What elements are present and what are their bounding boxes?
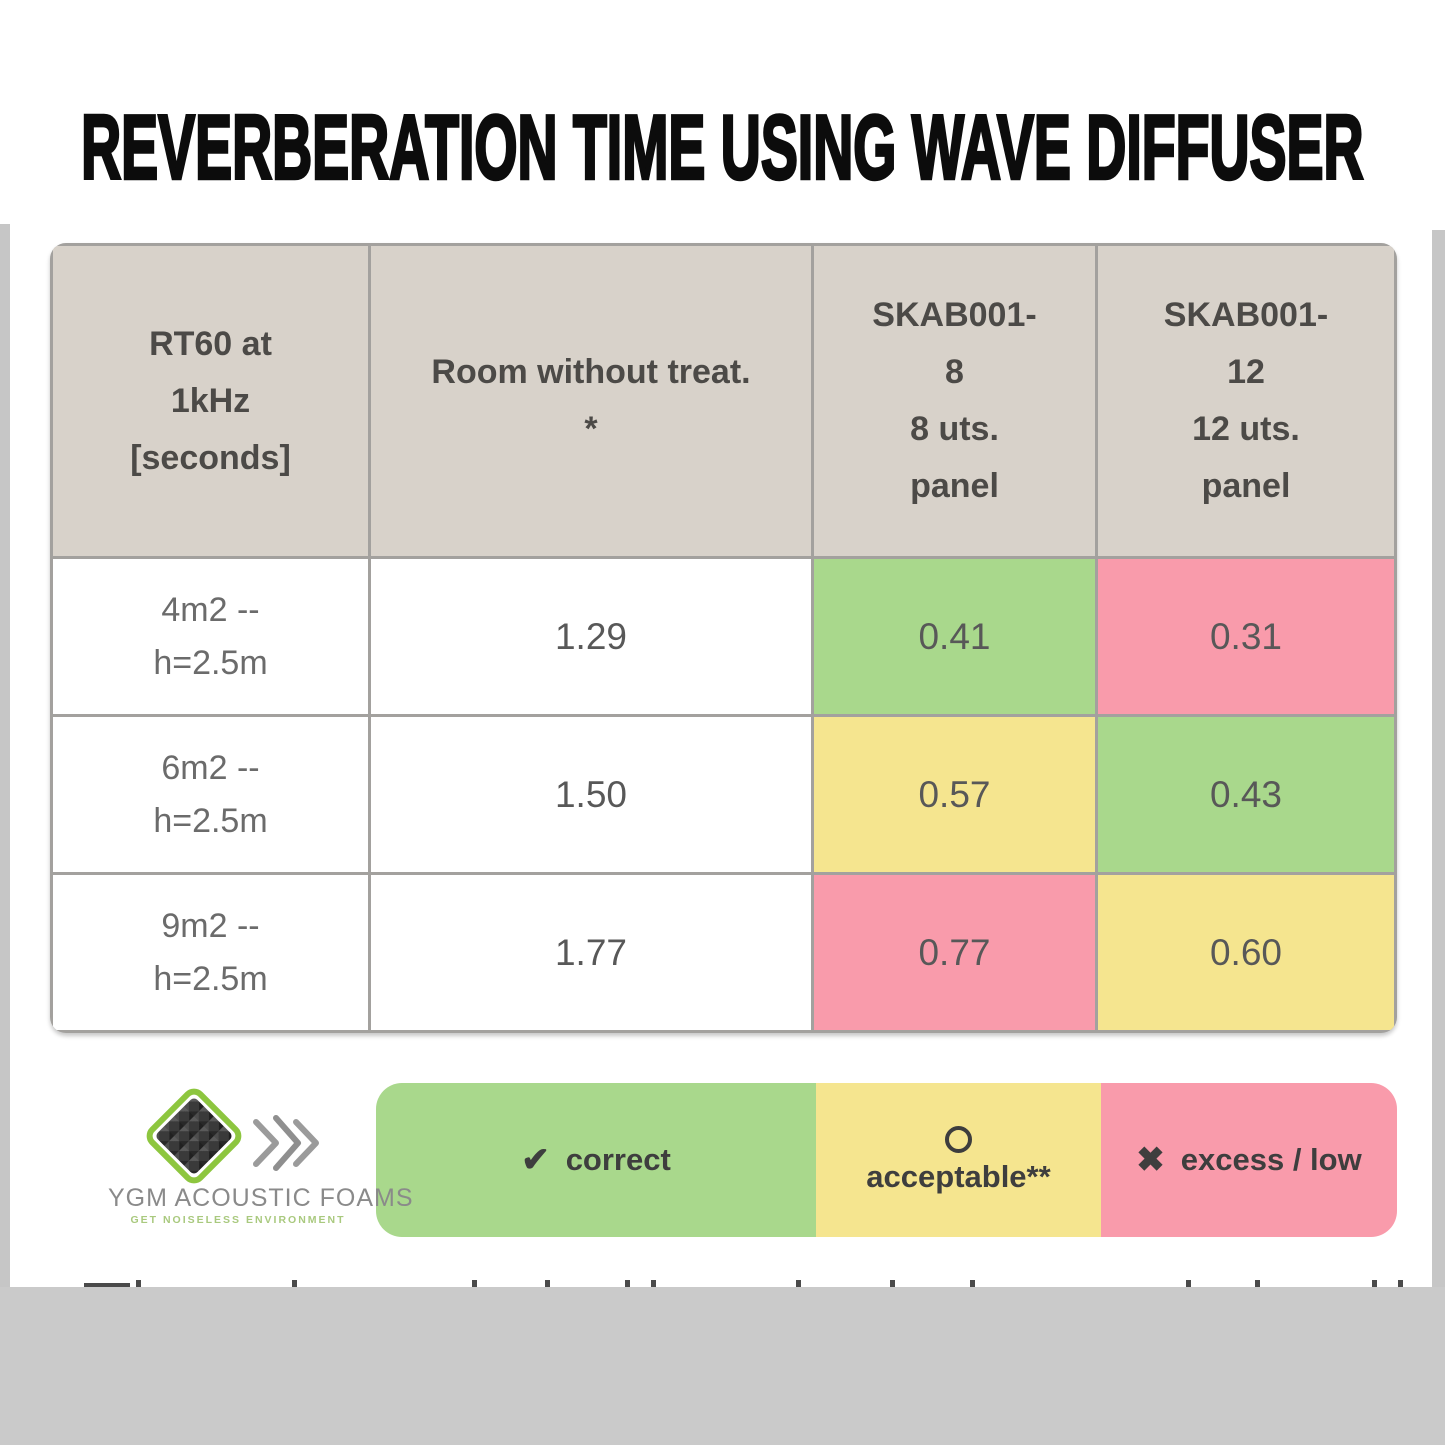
cutoff-text-remnant — [970, 1280, 975, 1287]
header-line: 1kHz — [170, 381, 251, 420]
logo-name: YGM ACOUSTIC FOAMS — [108, 1184, 414, 1212]
header-skab001-8: SKAB001- 8 8 uts. panel — [814, 246, 1095, 556]
legend-excess: ✖ excess / low — [1101, 1083, 1397, 1237]
cell-6m2-skab8: 0.57 — [814, 717, 1095, 872]
cutoff-text-remnant — [1186, 1280, 1191, 1287]
ygm-logo: YGM ACOUSTIC FOAMS GET NOISELESS ENVIRON… — [108, 1072, 414, 1242]
header-skab001-12: SKAB001- 12 12 uts. panel — [1098, 246, 1394, 556]
row-label-line: h=2.5m — [153, 643, 268, 682]
header-line: [seconds] — [130, 438, 291, 477]
acoustic-foam-diamond-icon — [141, 1083, 247, 1189]
chevrons-icon — [253, 1115, 319, 1171]
header-line: Room without treat. — [431, 353, 751, 391]
header-line: panel — [910, 467, 999, 505]
legend-acceptable: acceptable** — [816, 1083, 1101, 1237]
cutoff-text-remnant — [625, 1280, 630, 1287]
check-icon: ✔ — [521, 1141, 550, 1179]
header-room-without-treatment: Room without treat. * — [371, 246, 811, 556]
header-line: * — [584, 410, 598, 448]
header-line: 12 — [1227, 353, 1265, 391]
header-line: 8 uts. — [910, 410, 999, 448]
row-label-line: h=2.5m — [153, 801, 268, 840]
cell-4m2-skab12: 0.31 — [1098, 559, 1394, 714]
cell-9m2-skab12: 0.60 — [1098, 875, 1394, 1030]
circle-icon — [945, 1125, 972, 1153]
header-line: panel — [1201, 467, 1291, 505]
cutoff-text-remnant — [472, 1280, 477, 1287]
cutoff-text-remnant — [1372, 1280, 1377, 1287]
bottom-gray-band — [0, 1287, 1445, 1445]
cutoff-text-remnant — [796, 1280, 801, 1287]
cutoff-text-remnant — [1398, 1280, 1403, 1287]
row-label-line: 6m2 -- — [161, 748, 260, 787]
cell-9m2-untreated: 1.77 — [371, 875, 811, 1030]
row-label-line: 4m2 -- — [161, 590, 260, 629]
legend-acceptable-label: acceptable** — [866, 1158, 1051, 1194]
header-line: 12 uts. — [1192, 410, 1300, 448]
header-line: SKAB001- — [872, 296, 1037, 334]
logo-tagline: GET NOISELESS ENVIRONMENT — [130, 1214, 346, 1226]
header-line: 8 — [945, 353, 964, 391]
cutoff-text-remnant — [136, 1280, 141, 1287]
cell-6m2-skab12: 0.43 — [1098, 717, 1394, 872]
cutoff-text-remnant — [651, 1280, 656, 1287]
cutoff-text-remnant — [1255, 1280, 1260, 1287]
right-edge-strip — [1432, 230, 1445, 1288]
cell-4m2-untreated: 1.29 — [371, 559, 811, 714]
cutoff-text-remnant — [890, 1280, 895, 1287]
reverberation-table: RT60 at 1kHz [seconds] Room without trea… — [50, 243, 1397, 1033]
page-title: REVERBERATION TIME USING WAVE DIFFUSER — [80, 94, 1364, 200]
row-label-9m2: 9m2 -- h=2.5m — [53, 875, 368, 1030]
cutoff-text-remnant — [545, 1280, 550, 1287]
header-line: SKAB001- — [1163, 296, 1329, 334]
page-title-wrap: REVERBERATION TIME USING WAVE DIFFUSER — [0, 92, 1445, 202]
row-label-6m2: 6m2 -- h=2.5m — [53, 717, 368, 872]
cutoff-text-remnant — [84, 1283, 130, 1287]
cell-6m2-untreated: 1.50 — [371, 717, 811, 872]
cell-4m2-skab8: 0.41 — [814, 559, 1095, 714]
legend-excess-label: excess / low — [1180, 1142, 1362, 1177]
header-rt60: RT60 at 1kHz [seconds] — [53, 246, 368, 556]
header-line: RT60 at — [149, 324, 272, 363]
cell-9m2-skab8: 0.77 — [814, 875, 1095, 1030]
cross-icon: ✖ — [1136, 1141, 1165, 1179]
row-label-line: h=2.5m — [153, 959, 268, 998]
legend: ✔ correct acceptable** ✖ excess / low — [376, 1083, 1397, 1237]
legend-correct-label: correct — [565, 1142, 671, 1177]
legend-correct: ✔ correct — [376, 1083, 816, 1237]
row-label-line: 9m2 -- — [161, 906, 260, 945]
left-edge-strip — [0, 224, 10, 1288]
cutoff-text-remnant — [292, 1280, 297, 1287]
row-label-4m2: 4m2 -- h=2.5m — [53, 559, 368, 714]
